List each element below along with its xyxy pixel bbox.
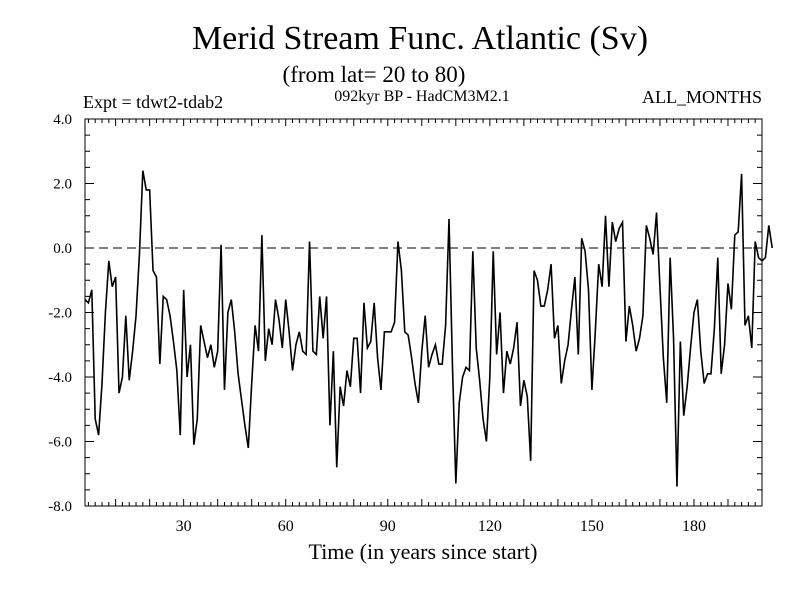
x-tick-label: 90 [380, 518, 396, 535]
chart-title: Merid Stream Func. Atlantic (Sv) [192, 20, 648, 57]
x-axis-label: Time (in years since start) [309, 539, 538, 564]
months-label: ALL_MONTHS [642, 87, 762, 107]
axis-ticks [85, 118, 763, 507]
series-line [84, 170, 774, 487]
model-label: 092kyr BP - HadCM3M2.1 [334, 88, 509, 105]
chart-subtitle: (from lat= 20 to 80) [283, 62, 466, 87]
y-tick-label: 4.0 [53, 112, 72, 128]
y-tick-label: -8.0 [48, 499, 72, 515]
x-tick-label: 180 [682, 518, 706, 535]
series-layer [84, 170, 774, 487]
x-tick-label: 60 [278, 518, 294, 535]
x-tick-label: 30 [176, 518, 192, 535]
y-tick-label: -6.0 [48, 435, 72, 451]
y-tick-label: 0.0 [53, 241, 72, 257]
x-tick-label: 150 [580, 518, 604, 535]
x-tick-label: 120 [478, 518, 502, 535]
y-tick-label: -2.0 [48, 306, 72, 322]
experiment-label: Expt = tdwt2-tdab2 [83, 92, 223, 112]
y-tick-label: -4.0 [48, 370, 72, 386]
y-tick-label: 2.0 [53, 177, 72, 193]
tick-labels: 30 60 90 120 150 180 -8.0 -6.0 -4.0 -2.0 0.0 2.0 4.0 [48, 112, 706, 535]
